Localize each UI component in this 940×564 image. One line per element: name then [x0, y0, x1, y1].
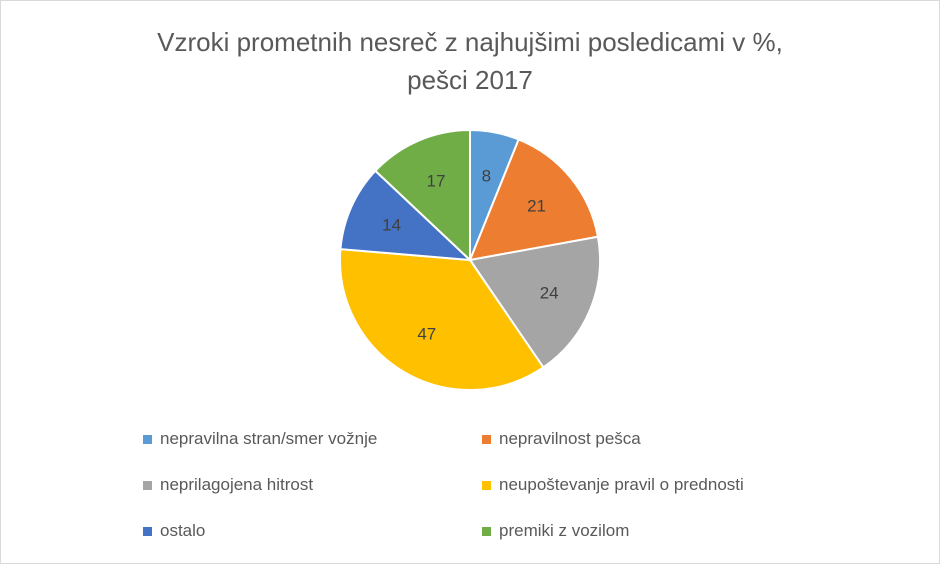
pie-data-label: 17: [427, 172, 446, 191]
legend-swatch: [143, 480, 152, 490]
legend-label: nepravilna stran/smer vožnje: [160, 429, 378, 448]
pie-data-label: 21: [527, 196, 546, 215]
legend-item-ostalo: ostalo: [143, 521, 205, 541]
pie-slice: [339, 248, 545, 391]
pie-slice: [339, 169, 473, 262]
pie-chart: 8 21 24 47 14 17: [339, 128, 601, 391]
legend-swatch: [143, 526, 152, 536]
legend-label: nepravilnost pešca: [499, 429, 641, 448]
legend-label: premiki z vozilom: [499, 521, 630, 540]
chart-title-line-2: pešci 2017: [407, 65, 533, 95]
chart-legend: nepravilna stran/smer vožnje nepravilnos…: [1, 421, 939, 551]
chart-title-line-1: Vzroki prometnih nesreč z najhujšimi pos…: [157, 27, 783, 57]
chart-title: Vzroki prometnih nesreč z najhujšimi pos…: [1, 23, 939, 99]
pie-data-label: 24: [540, 284, 559, 303]
legend-swatch: [482, 434, 491, 444]
legend-label: neprilagojena hitrost: [160, 475, 314, 494]
pie-data-label: 8: [482, 166, 491, 185]
legend-item-nepravilnost-pesca: nepravilnost pešca: [482, 429, 641, 449]
pie-slice: [468, 235, 601, 369]
pie-slice: [373, 128, 471, 263]
legend-swatch: [143, 434, 152, 444]
pie-slice: [468, 138, 600, 262]
legend-item-neupostevanje-pravil: neupoštevanje pravil o prednosti: [482, 475, 744, 495]
legend-item-premiki-z-vozilom: premiki z vozilom: [482, 521, 629, 541]
pie-data-label: 47: [417, 325, 436, 344]
legend-swatch: [482, 480, 491, 490]
legend-swatch: [482, 526, 491, 536]
pie-data-label: 14: [382, 216, 401, 235]
legend-label: neupoštevanje pravil o prednosti: [499, 475, 744, 494]
legend-label: ostalo: [160, 521, 206, 540]
legend-item-neprilagojena-hitrost: neprilagojena hitrost: [143, 475, 313, 495]
legend-item-nepravilna-stran: nepravilna stran/smer vožnje: [143, 429, 377, 449]
